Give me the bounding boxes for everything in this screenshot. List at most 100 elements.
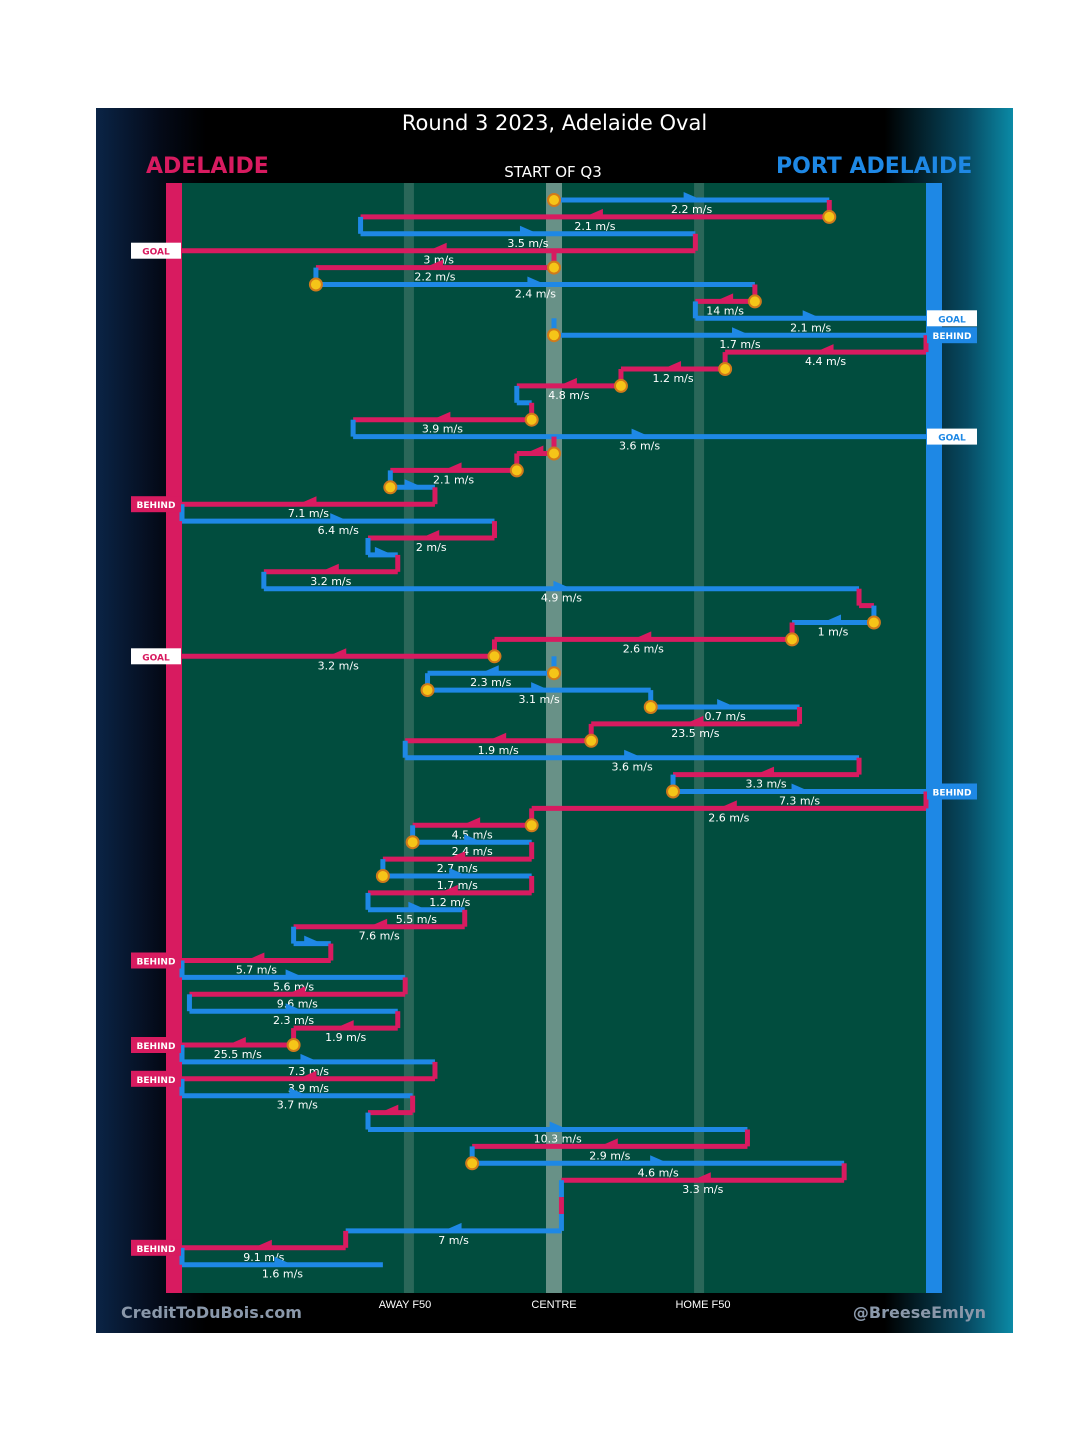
direction-arrow	[665, 361, 682, 369]
stoppage-marker	[613, 378, 628, 393]
direction-arrow	[635, 631, 652, 640]
score-tag-label: BEHIND	[137, 1245, 176, 1255]
stoppage-marker	[822, 209, 837, 224]
x-label-away-f50: AWAY F50	[378, 1299, 432, 1311]
speed-label: 3.9 m/s	[422, 423, 463, 436]
direction-arrow	[490, 732, 507, 741]
direction-arrow	[650, 1155, 667, 1164]
speed-label: 2.2 m/s	[414, 271, 455, 284]
chart-subtitle: START OF Q3	[504, 163, 602, 181]
speed-label: 3.9 m/s	[288, 1082, 329, 1095]
stoppage-marker	[286, 1038, 301, 1052]
stoppage-marker	[509, 463, 524, 478]
direction-arrow	[430, 242, 447, 251]
score-tag-label: BEHIND	[137, 1042, 176, 1052]
score-tag	[131, 648, 181, 665]
stoppage-marker	[405, 835, 420, 850]
direction-arrow	[791, 783, 808, 792]
direction-arrow	[423, 530, 440, 538]
stoppage-marker	[547, 193, 561, 207]
speed-label: 2.4 m/s	[515, 288, 556, 301]
direction-arrow	[601, 1138, 618, 1147]
score-tag-label: GOAL	[938, 315, 966, 325]
stoppage-marker	[420, 683, 435, 698]
score-tag	[131, 242, 181, 259]
speed-label: 1.2 m/s	[652, 372, 693, 385]
speed-label: 1 m/s	[818, 626, 849, 639]
speed-label: 1.2 m/s	[429, 896, 470, 909]
direction-arrow	[434, 411, 451, 420]
direction-arrow	[560, 377, 577, 386]
direction-arrow	[527, 276, 544, 285]
score-tag-label: GOAL	[142, 653, 170, 663]
away-team-label: PORT ADELAIDE	[776, 154, 973, 179]
direction-arrow	[717, 699, 734, 707]
direction-arrow	[631, 428, 648, 437]
direction-arrow	[683, 192, 700, 200]
direction-arrow	[274, 1256, 291, 1265]
stoppage-marker	[866, 615, 881, 630]
speed-label: 25.5 m/s	[214, 1048, 262, 1061]
direction-arrow	[229, 1037, 246, 1045]
adelaide-goal-bar	[166, 183, 182, 1293]
speed-label: 2.1 m/s	[574, 220, 615, 233]
score-tag-label: BEHIND	[933, 332, 972, 342]
score-tag-label: GOAL	[142, 248, 170, 258]
speed-label: 2.2 m/s	[671, 203, 712, 216]
speed-label: 3.3 m/s	[682, 1183, 723, 1196]
speed-label: 2.7 m/s	[437, 862, 478, 875]
speed-label: 6.4 m/s	[318, 524, 359, 537]
speed-label: 9.6 m/s	[277, 997, 318, 1010]
home-f50-line	[694, 183, 705, 1293]
speed-label: 4.6 m/s	[638, 1166, 679, 1179]
speed-label: 5.5 m/s	[396, 913, 437, 926]
direction-arrow	[374, 546, 391, 555]
score-tag	[927, 327, 977, 344]
direction-arrow	[553, 580, 570, 589]
stoppage-marker	[524, 818, 539, 833]
speed-label: 7.3 m/s	[779, 795, 820, 808]
stoppage-marker	[718, 362, 733, 376]
speed-label: 2.3 m/s	[273, 1014, 314, 1027]
direction-arrow	[300, 496, 317, 505]
home-team-label: ADELAIDE	[146, 154, 269, 179]
direction-arrow	[300, 1053, 317, 1062]
speed-label: 4.8 m/s	[548, 389, 589, 402]
direction-arrow	[285, 1003, 302, 1012]
direction-arrow	[285, 969, 302, 978]
score-tag	[927, 310, 977, 327]
score-tag	[131, 952, 181, 969]
direction-arrow	[382, 1104, 399, 1113]
score-tag	[927, 428, 977, 445]
speed-label: 7 m/s	[438, 1234, 469, 1247]
stoppage-marker	[547, 328, 561, 343]
direction-arrow	[482, 665, 499, 674]
direction-arrow	[817, 344, 834, 353]
stoppage-marker	[465, 1156, 480, 1171]
stoppage-marker	[584, 733, 599, 748]
speed-label: 10.3 m/s	[534, 1133, 582, 1146]
speed-label: 23.5 m/s	[671, 727, 719, 740]
speed-label: 3.2 m/s	[318, 659, 359, 672]
speed-label: 2 m/s	[416, 541, 447, 554]
direction-arrow	[624, 749, 641, 758]
direction-arrow	[445, 462, 462, 471]
speed-label: 1.9 m/s	[325, 1031, 366, 1044]
port-adelaide-goal-bar	[926, 183, 942, 1293]
stoppage-marker	[308, 277, 323, 292]
direction-arrow	[445, 1222, 462, 1231]
direction-arrow	[289, 986, 306, 995]
direction-arrow	[687, 715, 704, 724]
stoppage-marker	[487, 649, 502, 664]
speed-label: 3.3 m/s	[745, 778, 786, 791]
speed-label: 0.7 m/s	[705, 710, 746, 723]
direction-arrow	[289, 1087, 306, 1096]
direction-arrow	[408, 901, 425, 910]
credit-right: @BreeseEmlyn	[852, 1303, 986, 1322]
score-tag-label: GOAL	[938, 434, 966, 444]
speed-label: 14 m/s	[706, 304, 744, 317]
stoppage-marker	[785, 632, 800, 647]
direction-arrow	[426, 259, 443, 268]
speed-label: 1.7 m/s	[719, 338, 760, 351]
